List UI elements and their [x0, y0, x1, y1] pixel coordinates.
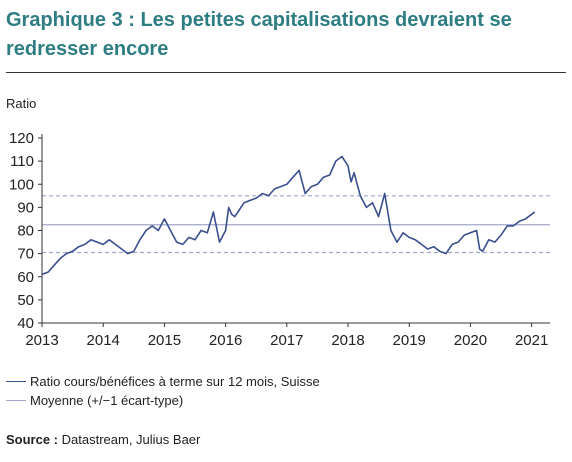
- y-tick-label: 50: [17, 292, 34, 309]
- series-line-ratio: [41, 155, 536, 276]
- x-tick-label: 2017: [270, 332, 303, 349]
- y-ticks: 40 50 60 70 80 90 100 110 120: [9, 130, 42, 332]
- x-tick-label: 2021: [515, 332, 548, 349]
- legend-label-ratio: Ratio cours/bénéfices à terme sur 12 moi…: [30, 374, 320, 389]
- source-label: Source :: [6, 432, 59, 447]
- source-text: Datastream, Julius Baer: [61, 432, 201, 447]
- title-divider: [6, 72, 566, 73]
- x-ticks: 2013 2014 2015 2016 2017 2018 2019 2020 2021: [25, 323, 548, 349]
- chart-title: Graphique 3 : Les petites capitalisation…: [6, 9, 512, 60]
- legend-swatch-mean: [6, 400, 26, 401]
- x-tick-label: 2014: [87, 332, 120, 349]
- y-tick-label: 120: [9, 130, 34, 147]
- legend-label-mean: Moyenne (+/−1 écart-type): [30, 393, 184, 408]
- axes: [41, 134, 550, 324]
- y-tick-label: 110: [10, 153, 34, 170]
- y-tick-label: 40: [17, 315, 34, 332]
- y-tick-label: 90: [17, 199, 34, 216]
- x-tick-label: 2016: [209, 332, 242, 349]
- legend-swatch-ratio: [6, 381, 26, 382]
- x-tick-label: 2020: [454, 332, 487, 349]
- series-group: [41, 155, 536, 276]
- legend-item-mean: Moyenne (+/−1 écart-type): [6, 391, 320, 410]
- x-tick-label: 2013: [25, 332, 58, 349]
- source-note: Source : Datastream, Julius Baer: [6, 432, 200, 447]
- x-tick-label: 2019: [393, 332, 426, 349]
- x-tick-label: 2018: [331, 332, 364, 349]
- y-axis-label: Ratio: [6, 96, 37, 111]
- y-tick-label: 100: [9, 176, 34, 193]
- y-tick-label: 80: [17, 223, 34, 240]
- x-tick-label: 2015: [148, 332, 181, 349]
- mean-lines: [42, 195, 550, 254]
- y-tick-label: 70: [17, 246, 34, 263]
- legend: Ratio cours/bénéfices à terme sur 12 moi…: [6, 372, 320, 410]
- legend-item-ratio: Ratio cours/bénéfices à terme sur 12 moi…: [6, 372, 320, 391]
- y-tick-label: 60: [17, 269, 34, 286]
